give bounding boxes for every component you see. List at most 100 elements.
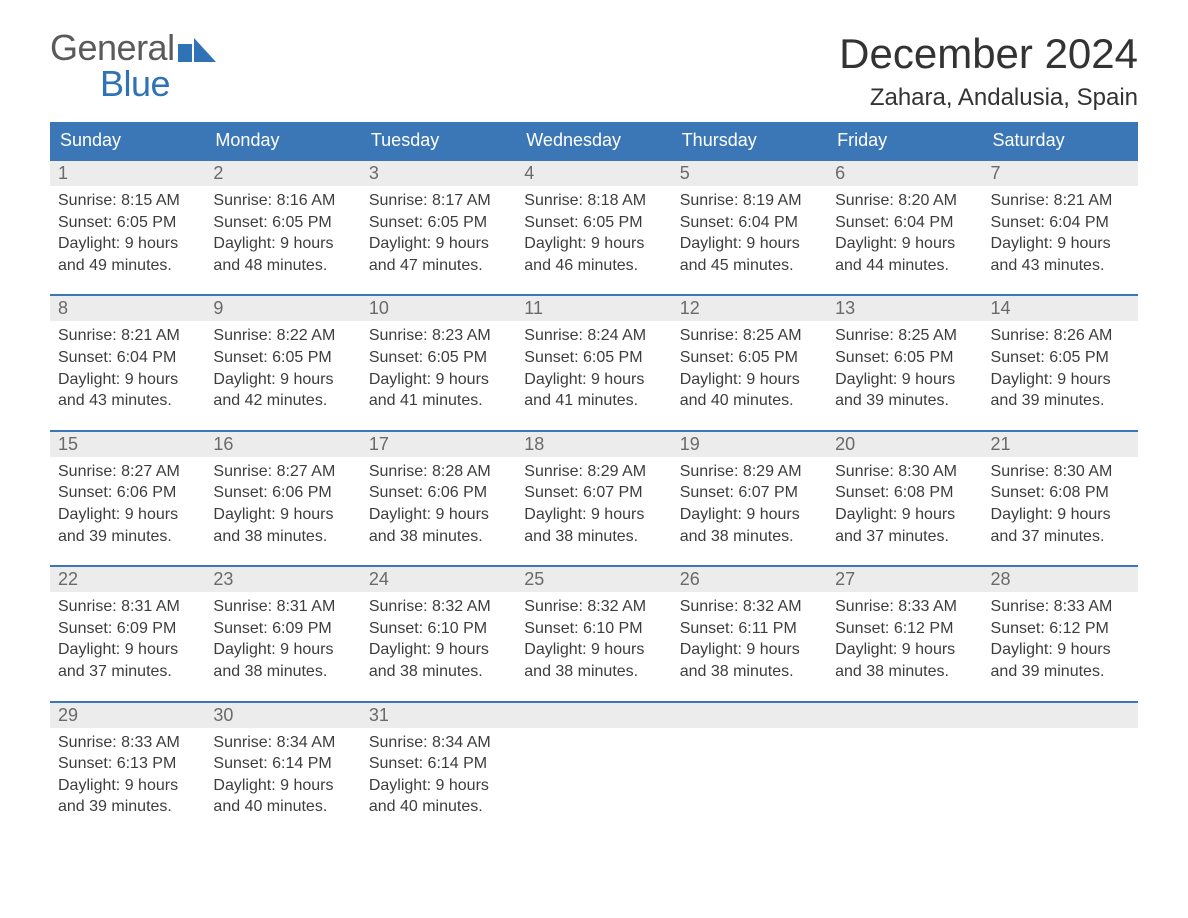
- sunset-line: Sunset: 6:05 PM: [369, 347, 508, 369]
- day-content-cell: Sunrise: 8:33 AMSunset: 6:12 PMDaylight:…: [983, 592, 1138, 686]
- day-number-cell: [827, 703, 982, 728]
- sunset-line: Sunset: 6:11 PM: [680, 618, 819, 640]
- day-number-cell: 7: [983, 161, 1138, 186]
- sunset-line: Sunset: 6:07 PM: [680, 482, 819, 504]
- daylight-line-1: Daylight: 9 hours: [213, 639, 352, 661]
- daylight-line-2: and 37 minutes.: [835, 526, 974, 548]
- day-number-cell: 16: [205, 432, 360, 457]
- sunset-line: Sunset: 6:05 PM: [524, 347, 663, 369]
- day-content-cell: Sunrise: 8:22 AMSunset: 6:05 PMDaylight:…: [205, 321, 360, 415]
- daylight-line-2: and 40 minutes.: [369, 796, 508, 818]
- day-number-cell: 18: [516, 432, 671, 457]
- day-content-cell: [516, 728, 671, 822]
- sunrise-line: Sunrise: 8:32 AM: [680, 596, 819, 618]
- day-number-cell: 6: [827, 161, 982, 186]
- weekday-header-cell: Thursday: [672, 122, 827, 159]
- week-row: 293031 Sunrise: 8:33 AMSunset: 6:13 PMDa…: [50, 701, 1138, 822]
- daylight-line-1: Daylight: 9 hours: [58, 369, 197, 391]
- day-content-row: Sunrise: 8:21 AMSunset: 6:04 PMDaylight:…: [50, 321, 1138, 415]
- daylight-line-2: and 38 minutes.: [524, 526, 663, 548]
- daylight-line-1: Daylight: 9 hours: [369, 775, 508, 797]
- sunrise-line: Sunrise: 8:22 AM: [213, 325, 352, 347]
- day-content-cell: [827, 728, 982, 822]
- sunset-line: Sunset: 6:05 PM: [680, 347, 819, 369]
- sunrise-line: Sunrise: 8:33 AM: [991, 596, 1130, 618]
- daylight-line-2: and 43 minutes.: [991, 255, 1130, 277]
- day-number-cell: 8: [50, 296, 205, 321]
- daylight-line-2: and 45 minutes.: [680, 255, 819, 277]
- day-number-cell: 12: [672, 296, 827, 321]
- sunrise-line: Sunrise: 8:31 AM: [58, 596, 197, 618]
- day-number-cell: [516, 703, 671, 728]
- weeks-container: 1234567Sunrise: 8:15 AMSunset: 6:05 PMDa…: [50, 159, 1138, 822]
- day-number-cell: 17: [361, 432, 516, 457]
- sunrise-line: Sunrise: 8:15 AM: [58, 190, 197, 212]
- sunrise-line: Sunrise: 8:29 AM: [680, 461, 819, 483]
- sunset-line: Sunset: 6:09 PM: [58, 618, 197, 640]
- sunset-line: Sunset: 6:05 PM: [213, 347, 352, 369]
- day-number-cell: 19: [672, 432, 827, 457]
- sunset-line: Sunset: 6:04 PM: [58, 347, 197, 369]
- sunrise-line: Sunrise: 8:30 AM: [991, 461, 1130, 483]
- daylight-line-1: Daylight: 9 hours: [213, 504, 352, 526]
- daylight-line-2: and 42 minutes.: [213, 390, 352, 412]
- day-number-cell: 20: [827, 432, 982, 457]
- day-content-cell: Sunrise: 8:34 AMSunset: 6:14 PMDaylight:…: [361, 728, 516, 822]
- daylight-line-2: and 48 minutes.: [213, 255, 352, 277]
- sunset-line: Sunset: 6:14 PM: [369, 753, 508, 775]
- daylight-line-1: Daylight: 9 hours: [991, 233, 1130, 255]
- daylight-line-2: and 39 minutes.: [58, 526, 197, 548]
- day-content-cell: Sunrise: 8:18 AMSunset: 6:05 PMDaylight:…: [516, 186, 671, 280]
- daylight-line-2: and 46 minutes.: [524, 255, 663, 277]
- sunset-line: Sunset: 6:05 PM: [991, 347, 1130, 369]
- day-content-cell: Sunrise: 8:28 AMSunset: 6:06 PMDaylight:…: [361, 457, 516, 551]
- day-content-row: Sunrise: 8:15 AMSunset: 6:05 PM Daylight:…: [50, 186, 1138, 280]
- daylight-line-1: Daylight: 9 hours: [524, 233, 663, 255]
- day-content-cell: Sunrise: 8:27 AMSunset: 6:06 PMDaylight:…: [205, 457, 360, 551]
- sunset-line: Sunset: 6:08 PM: [835, 482, 974, 504]
- daylight-line-1: Daylight: 9 hours: [835, 639, 974, 661]
- sunset-line: Sunset: 6:09 PM: [213, 618, 352, 640]
- day-content-cell: Sunrise: 8:25 AMSunset: 6:05 PMDaylight:…: [672, 321, 827, 415]
- day-number-cell: 13: [827, 296, 982, 321]
- sunset-line: Sunset: 6:06 PM: [369, 482, 508, 504]
- sunset-line: Sunset: 6:10 PM: [524, 618, 663, 640]
- day-number-cell: 23: [205, 567, 360, 592]
- daylight-line-1: Daylight: 9 hours: [369, 504, 508, 526]
- daylight-line-2: and 39 minutes.: [991, 661, 1130, 683]
- daylight-line-1: Daylight: 9 hours: [991, 504, 1130, 526]
- sunrise-line: Sunrise: 8:17 AM: [369, 190, 508, 212]
- daylight-line-1: Daylight: 9 hours: [835, 504, 974, 526]
- weekday-header-cell: Saturday: [983, 122, 1138, 159]
- daylight-line-2: and 47 minutes.: [369, 255, 508, 277]
- sunrise-line: Sunrise: 8:21 AM: [58, 325, 197, 347]
- day-number-cell: 21: [983, 432, 1138, 457]
- daylight-line-1: Daylight: 9 hours: [369, 369, 508, 391]
- sunrise-line: Sunrise: 8:18 AM: [524, 190, 663, 212]
- day-content-row: Sunrise: 8:27 AMSunset: 6:06 PMDaylight:…: [50, 457, 1138, 551]
- sunrise-line: Sunrise: 8:25 AM: [835, 325, 974, 347]
- weekday-header-cell: Monday: [205, 122, 360, 159]
- sunrise-line: Sunrise: 8:20 AM: [835, 190, 974, 212]
- day-content-cell: Sunrise: 8:19 AMSunset: 6:04 PMDaylight:…: [672, 186, 827, 280]
- day-content-cell: Sunrise: 8:24 AMSunset: 6:05 PMDaylight:…: [516, 321, 671, 415]
- sunset-line: Sunset: 6:14 PM: [213, 753, 352, 775]
- daylight-line-2: and 38 minutes.: [680, 661, 819, 683]
- daylight-line-1: Daylight: 9 hours: [991, 639, 1130, 661]
- location-subtitle: Zahara, Andalusia, Spain: [839, 84, 1138, 112]
- day-number-row: 22232425262728: [50, 565, 1138, 592]
- daylight-line-1: Daylight: 9 hours: [835, 369, 974, 391]
- day-number-cell: 29: [50, 703, 205, 728]
- day-content-cell: Sunrise: 8:32 AMSunset: 6:10 PMDaylight:…: [361, 592, 516, 686]
- day-content-cell: Sunrise: 8:25 AMSunset: 6:05 PMDaylight:…: [827, 321, 982, 415]
- sunrise-line: Sunrise: 8:16 AM: [213, 190, 352, 212]
- day-content-cell: Sunrise: 8:33 AMSunset: 6:13 PMDaylight:…: [50, 728, 205, 822]
- sunrise-line: Sunrise: 8:25 AM: [680, 325, 819, 347]
- weekday-header-row: SundayMondayTuesdayWednesdayThursdayFrid…: [50, 122, 1138, 159]
- day-number-cell: 28: [983, 567, 1138, 592]
- sunset-line: Sunset: 6:05 PM: [58, 212, 197, 234]
- day-number-cell: 27: [827, 567, 982, 592]
- sunset-line: Sunset: 6:05 PM: [835, 347, 974, 369]
- daylight-line-1: Daylight: 9 hours: [680, 504, 819, 526]
- sunrise-line: Sunrise: 8:28 AM: [369, 461, 508, 483]
